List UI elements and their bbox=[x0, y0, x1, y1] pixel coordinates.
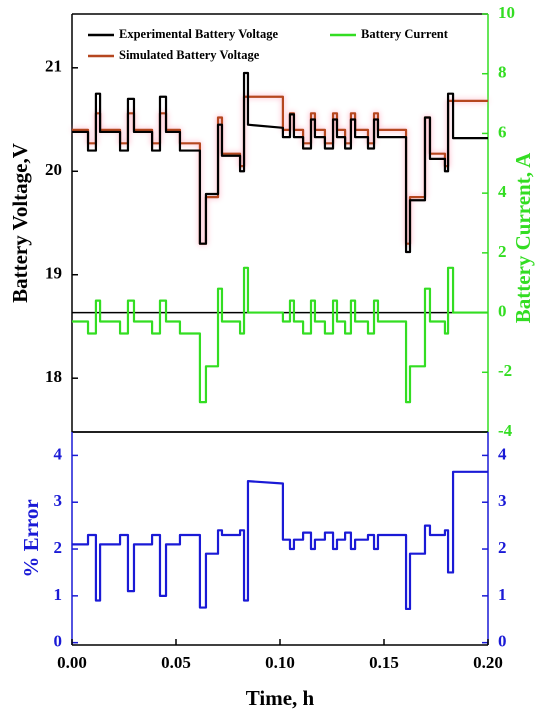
y2-tick-label: 8 bbox=[498, 63, 507, 82]
x-tick-label: 0.20 bbox=[473, 653, 503, 672]
y-axis-label: % Error bbox=[19, 499, 43, 577]
x-tick-label: 0.00 bbox=[57, 653, 87, 672]
y-tick-label: 0 bbox=[54, 632, 63, 651]
series-line bbox=[72, 470, 488, 611]
y-tick-label: 4 bbox=[54, 444, 63, 463]
y-tick-label: 1 bbox=[54, 585, 63, 604]
y-tick-label-right: 0 bbox=[498, 632, 507, 651]
y2-tick-label: 2 bbox=[498, 242, 507, 261]
x-tick-label: 0.05 bbox=[161, 653, 191, 672]
y-tick-label: 18 bbox=[45, 367, 62, 386]
y2-tick-label: -4 bbox=[498, 421, 513, 440]
series-line bbox=[72, 266, 488, 404]
y-axis-label: Battery Voltage,V bbox=[8, 143, 32, 303]
y-tick-label-right: 4 bbox=[498, 444, 507, 463]
x-axis-label: Time, h bbox=[246, 686, 315, 710]
y-tick-label: 21 bbox=[45, 57, 62, 76]
y2-axis-label: Battery Current, A bbox=[511, 152, 535, 323]
y-tick-label-right: 3 bbox=[498, 491, 507, 510]
y2-tick-label: 0 bbox=[498, 301, 507, 320]
y-tick-label-right: 2 bbox=[498, 538, 507, 557]
legend-label: Experimental Battery Voltage bbox=[119, 27, 278, 41]
y-tick-label: 2 bbox=[54, 538, 63, 557]
legend-label: Simulated Battery Voltage bbox=[119, 48, 260, 62]
y-tick-label-right: 1 bbox=[498, 585, 507, 604]
legend-label: Battery Current bbox=[361, 27, 449, 41]
y2-tick-label: 10 bbox=[498, 3, 515, 22]
x-tick-label: 0.10 bbox=[265, 653, 295, 672]
y-tick-label: 19 bbox=[45, 264, 62, 283]
y-tick-label: 3 bbox=[54, 491, 63, 510]
y2-tick-label: -2 bbox=[498, 361, 512, 380]
x-tick-label: 0.15 bbox=[369, 653, 399, 672]
series-line bbox=[72, 71, 488, 254]
y-tick-label: 20 bbox=[45, 160, 62, 179]
y2-tick-label: 6 bbox=[498, 122, 507, 141]
y2-tick-label: 4 bbox=[498, 182, 507, 201]
